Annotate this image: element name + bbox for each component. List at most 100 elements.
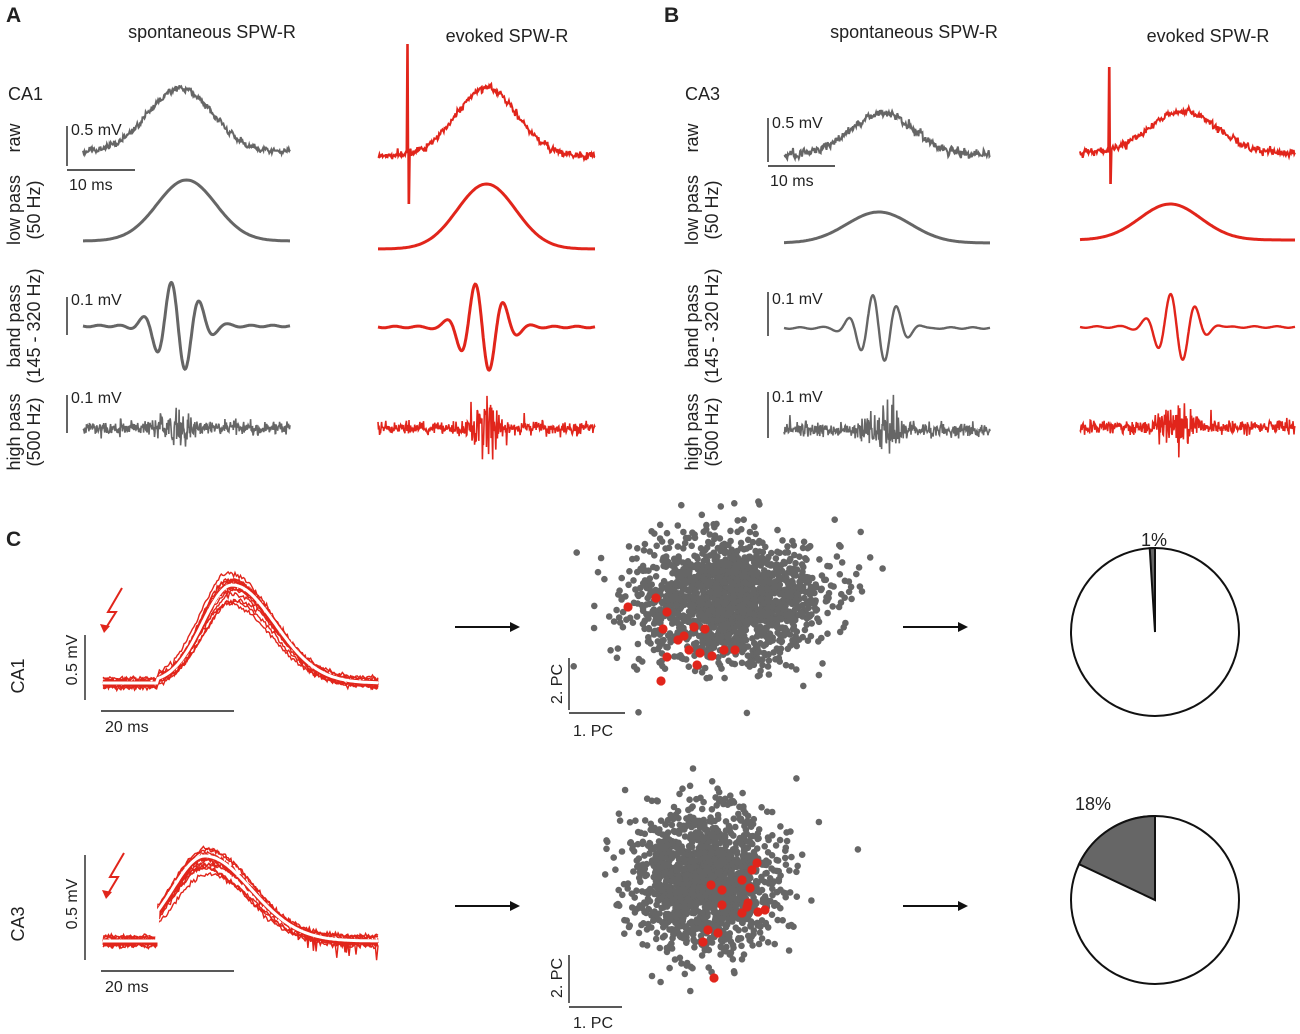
pc-point <box>666 849 673 856</box>
pc-point <box>755 498 762 505</box>
c-row1-pc-scatter <box>570 498 886 717</box>
pc-point <box>794 590 801 598</box>
pc-point <box>603 845 610 853</box>
pc-point <box>801 626 809 634</box>
pc-point <box>678 501 685 509</box>
pc-point <box>680 612 687 619</box>
pc-point <box>775 599 783 606</box>
pc-point <box>733 859 741 866</box>
pc-point <box>698 511 706 519</box>
pc-point <box>835 603 843 611</box>
pc-point <box>714 569 722 576</box>
pc-point <box>652 851 660 858</box>
pc-point <box>601 871 609 878</box>
pc-point <box>711 523 718 531</box>
pc-point <box>714 849 721 856</box>
pc-point <box>684 618 692 626</box>
pc-point <box>736 834 744 842</box>
svg-text:0.5 mV: 0.5 mV <box>64 878 81 929</box>
a-row-label-raw: raw <box>4 123 24 153</box>
a-evoked-lowpass-trace <box>378 182 595 251</box>
pc-point <box>746 543 754 551</box>
pc-point <box>667 538 675 546</box>
pc-point <box>721 947 728 955</box>
pc-point <box>744 643 752 650</box>
pc-point <box>685 663 693 670</box>
pc-point <box>799 601 806 609</box>
pc-point <box>786 631 794 638</box>
b-row-label-low: low pass (50 Hz) <box>682 175 722 245</box>
sweep-trace <box>102 600 379 691</box>
pc-point <box>811 604 819 612</box>
pc-point <box>729 956 737 963</box>
pc-point <box>664 841 671 849</box>
pie-slice-evoked <box>1148 546 1156 633</box>
pc-point <box>650 917 657 924</box>
b-high-scale-voltage: 0.1 mV <box>772 389 823 406</box>
pc-point <box>691 552 698 560</box>
pc-point <box>651 890 658 898</box>
pc-point <box>700 823 707 830</box>
pc-point <box>774 857 782 864</box>
pc-point <box>786 889 794 896</box>
a-spontaneous-lowpass-trace <box>83 178 290 243</box>
svg-text:low pass: low pass <box>4 175 24 245</box>
a-evoked-raw-trace <box>377 44 596 204</box>
pc-point <box>727 949 735 956</box>
pc-point <box>737 539 745 547</box>
pc-point <box>769 832 776 839</box>
pc-point-evoked <box>713 928 723 938</box>
pc-point <box>667 638 674 646</box>
svg-text:CA3: CA3 <box>8 906 28 941</box>
pc-point-evoked <box>684 645 694 655</box>
pc-point <box>625 923 633 931</box>
pc-point <box>666 630 674 637</box>
pc-point <box>651 552 658 559</box>
pc-point-evoked <box>745 883 755 893</box>
pc-point <box>721 795 729 803</box>
pc-point <box>721 674 728 682</box>
pc-point <box>695 830 703 837</box>
pc-point <box>837 543 844 550</box>
a-spontaneous-bandpass-trace <box>82 280 291 371</box>
pc-point <box>753 552 760 559</box>
pc-point-evoked <box>737 875 747 885</box>
pc-point <box>747 833 754 840</box>
pc-point <box>734 870 741 877</box>
pc-point <box>752 900 760 907</box>
c-row2-sweeps <box>102 845 379 961</box>
pc-point <box>765 836 772 844</box>
pc-point <box>699 561 706 569</box>
pc-point-evoked <box>747 865 757 875</box>
pc-point <box>700 914 707 922</box>
pc-point <box>706 531 714 538</box>
pc-point <box>759 539 766 546</box>
svg-text:(50 Hz): (50 Hz) <box>24 180 44 239</box>
pc-point <box>743 709 751 717</box>
pc-point <box>658 919 666 926</box>
pc-point <box>674 522 682 529</box>
pc-point <box>845 578 853 585</box>
sweep-trace <box>102 585 379 686</box>
pc-point <box>679 655 687 663</box>
pc-point <box>793 642 800 650</box>
pc-point <box>777 823 784 830</box>
pc-point <box>627 839 635 846</box>
pc-point <box>768 808 776 816</box>
pc-point <box>698 805 706 813</box>
pc-point <box>793 893 801 900</box>
pc-point <box>807 587 815 594</box>
pc-point <box>783 829 790 836</box>
pc-point <box>725 569 733 576</box>
pc-point <box>731 969 738 977</box>
pc-point <box>657 817 665 824</box>
pc-point <box>725 904 733 911</box>
pc-point <box>689 857 697 865</box>
pc-point <box>808 897 815 904</box>
a-raw-scale-bar <box>66 126 135 171</box>
pc-point <box>732 924 740 931</box>
pc-point <box>619 891 626 899</box>
pc-point <box>671 653 678 660</box>
pc-point <box>765 859 772 866</box>
